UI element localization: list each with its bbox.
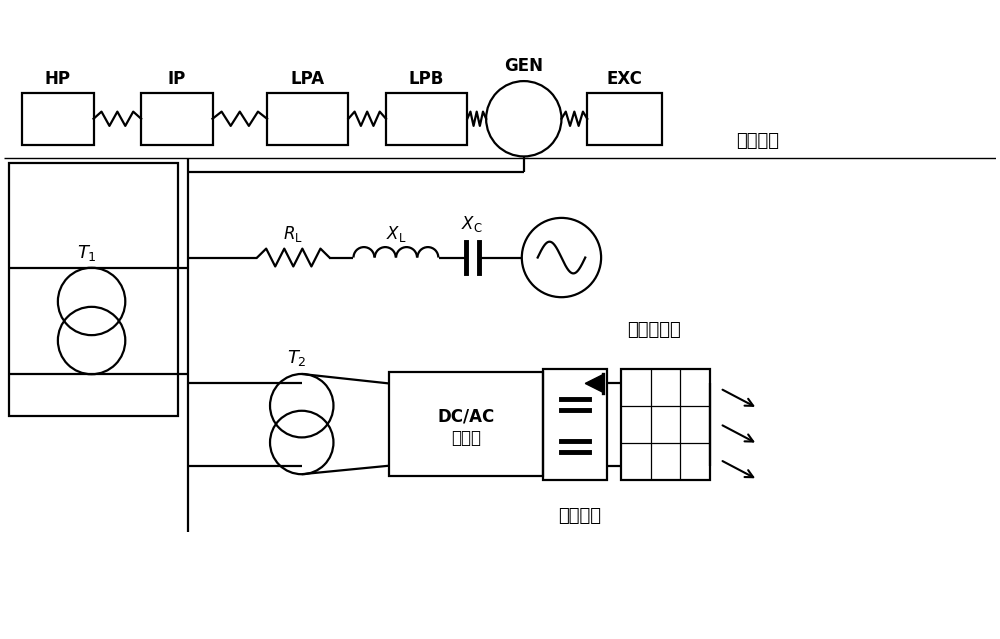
Text: 逆变器: 逆变器 (451, 429, 481, 447)
Bar (543, 369, 607, 480)
Text: GEN: GEN (504, 57, 543, 75)
Text: LPA: LPA (291, 70, 325, 88)
Text: HP: HP (45, 70, 71, 88)
Text: IP: IP (168, 70, 186, 88)
Bar (389, 371, 543, 475)
Text: $T_2$: $T_2$ (287, 348, 307, 368)
Text: 无穷大系统: 无穷大系统 (627, 321, 681, 339)
Bar (267, 93, 348, 144)
Text: $X_{\rm C}$: $X_{\rm C}$ (461, 214, 483, 234)
Polygon shape (585, 374, 603, 392)
Text: DC/AC: DC/AC (437, 408, 494, 426)
Bar (22, 93, 94, 144)
Text: EXC: EXC (606, 70, 642, 88)
Text: $T_1$: $T_1$ (77, 243, 97, 263)
Bar (141, 93, 213, 144)
Text: 火电机组: 火电机组 (736, 132, 779, 150)
Text: $X_{\rm L}$: $X_{\rm L}$ (386, 224, 406, 243)
Bar (386, 93, 467, 144)
Bar (621, 369, 710, 480)
Bar (587, 93, 662, 144)
Text: LPB: LPB (409, 70, 444, 88)
Text: 光伏电站: 光伏电站 (558, 507, 601, 525)
Text: $R_{\rm L}$: $R_{\rm L}$ (283, 224, 303, 243)
Bar (9, 164, 178, 416)
